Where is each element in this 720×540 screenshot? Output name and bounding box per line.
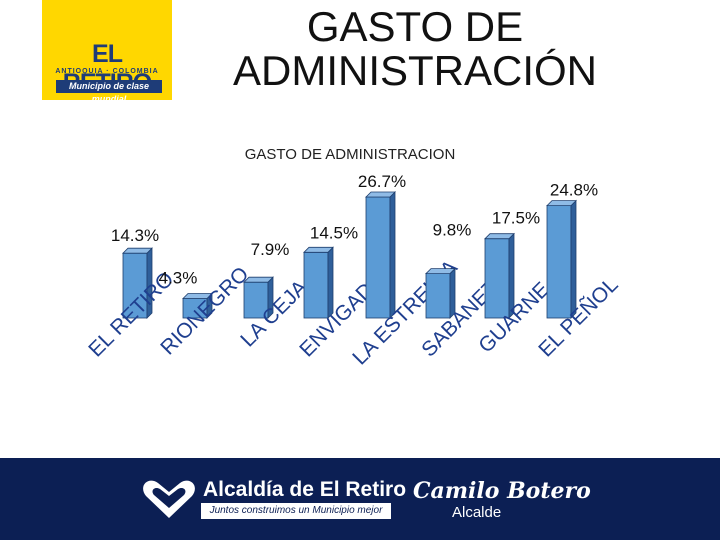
alcaldia-slogan: Juntos construimos un Municipio mejor	[201, 503, 391, 519]
logo-slogan: Municipio de clase mundial	[56, 80, 162, 104]
mayor-name: Camilo Botero	[413, 478, 591, 504]
alcaldia-name: Alcaldía de El Retiro	[203, 478, 407, 501]
logo-subtitle: ANTIOQUIA · COLOMBIA	[55, 68, 159, 75]
data-label: 9.8%	[433, 221, 472, 240]
page-title: GASTO DE ADMINISTRACIÓN	[215, 5, 615, 93]
chart-title: GASTO DE ADMINISTRACION	[245, 146, 456, 163]
data-label: 17.5%	[492, 209, 540, 228]
bar	[243, 276, 274, 319]
bar-chart: GASTO DE ADMINISTRACION 14.3%EL RETIRO4.…	[84, 146, 622, 370]
bar	[425, 267, 456, 319]
data-label: 14.5%	[310, 223, 358, 242]
bar	[182, 292, 213, 319]
data-label: 4.3%	[159, 269, 198, 288]
el-retiro-logo: EL RETIRO ANTIOQUIA · COLOMBIA Municipio…	[42, 0, 172, 104]
data-label: 24.8%	[550, 181, 598, 200]
bar	[546, 199, 577, 319]
bar	[484, 232, 515, 319]
bar	[122, 247, 153, 319]
data-label: 26.7%	[358, 172, 406, 191]
page-title-line1: GASTO DE	[306, 3, 524, 50]
data-label: 14.3%	[111, 226, 159, 245]
data-label: 7.9%	[251, 240, 290, 259]
mayor-title: Alcalde	[452, 504, 502, 521]
bar	[303, 246, 334, 319]
page-title-line2: ADMINISTRACIÓN	[232, 47, 597, 94]
footer-banner	[0, 458, 720, 540]
bar	[365, 191, 396, 319]
heart-icon	[143, 480, 195, 518]
